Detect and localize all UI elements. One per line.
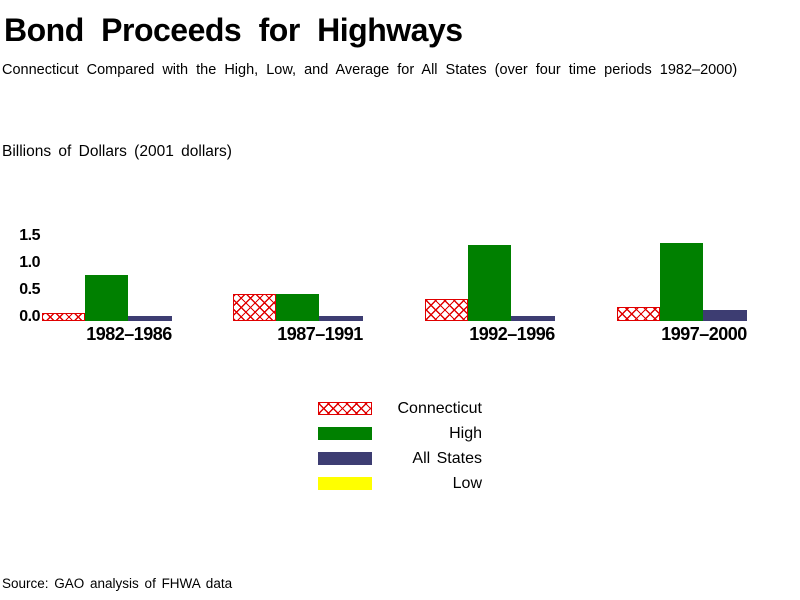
bar-group-1997-2000: 1997–2000	[617, 225, 791, 344]
x-axis-label-3: 1997–2000	[661, 324, 747, 344]
bar-high-1	[276, 294, 319, 321]
legend-swatch-high	[318, 427, 372, 440]
bar-ct-0	[42, 313, 85, 321]
y-tick-label-0.0: 0.0	[19, 308, 40, 325]
bar-all-3	[703, 310, 747, 321]
bar-all-1	[319, 316, 363, 321]
x-axis-label-0: 1982–1986	[86, 324, 172, 344]
chart-subtitle: Connecticut Compared with the High, Low,…	[2, 62, 738, 78]
legend: Connecticut High All States Low	[318, 400, 488, 502]
x-axis-label-2: 1992–1996	[469, 324, 555, 344]
source-note: Source: GAO analysis of FHWA data	[2, 576, 233, 591]
legend-label-low: Low	[452, 475, 482, 492]
legend-swatch-low	[318, 477, 372, 490]
bar-all-2	[511, 316, 555, 321]
bar-group-1982-1986: 1982–1986	[42, 225, 216, 344]
legend-item-high: High	[318, 425, 488, 452]
legend-item-low: Low	[318, 475, 488, 502]
bar-high-2	[468, 245, 511, 321]
y-tick-label-1.5: 1.5	[19, 227, 40, 244]
bar-ct-3	[617, 307, 660, 321]
legend-item-all: All States	[318, 450, 488, 477]
y-axis-tick-labels: 1.5 1.0 0.5 0.0	[0, 0, 42, 340]
y-tick-label-0.5: 0.5	[19, 281, 40, 298]
bar-group-1992-1996: 1992–1996	[425, 225, 599, 344]
bar-high-0	[85, 275, 128, 321]
chart-title: Bond Proceeds for Highways	[4, 12, 463, 48]
bar-ct-1	[233, 294, 276, 321]
legend-label-ct: Connecticut	[397, 400, 483, 417]
bar-all-0	[128, 316, 172, 321]
bar-group-1987-1991: 1987–1991	[233, 225, 407, 344]
plot-area: 1982–1986 1987–1991 1992–1996 1997–2000	[0, 225, 800, 344]
legend-label-all: All States	[412, 450, 482, 467]
bar-ct-2	[425, 299, 468, 321]
x-axis-label-1: 1987–1991	[277, 324, 363, 344]
legend-label-high: High	[449, 425, 482, 442]
legend-swatch-ct	[318, 402, 372, 415]
bar-high-3	[660, 243, 703, 321]
legend-item-ct: Connecticut	[318, 400, 488, 427]
legend-swatch-all	[318, 452, 372, 465]
y-axis-title: Billions of Dollars (2001 dollars)	[2, 143, 232, 160]
y-tick-label-1.0: 1.0	[19, 254, 40, 271]
